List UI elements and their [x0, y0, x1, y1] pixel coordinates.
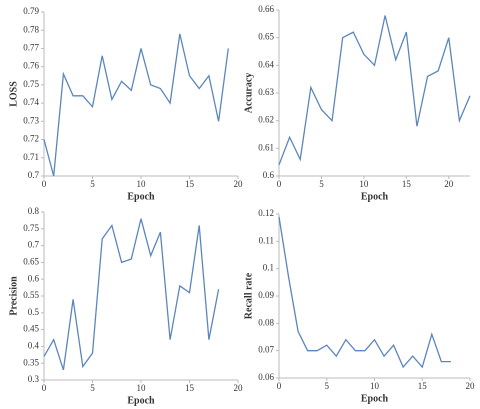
x-axis-label: Epoch [127, 191, 155, 202]
y-tick-label: 0.75 [23, 223, 39, 233]
y-tick-label: 0.07 [258, 345, 274, 355]
y-tick-label: 0.11 [259, 235, 274, 245]
y-axis-label: Precision [8, 276, 19, 316]
x-tick-label: 10 [370, 381, 380, 391]
y-tick-label: 0.55 [23, 290, 39, 300]
x-tick-label: 20 [466, 381, 476, 391]
y-tick-label: 0.09 [258, 290, 274, 300]
y-tick-label: 0.45 [23, 324, 39, 334]
y-axis-label: Accuracy [243, 73, 254, 114]
y-tick-label: 0.72 [23, 134, 39, 144]
x-tick-label: 5 [90, 179, 95, 189]
x-tick-label: 15 [185, 383, 195, 393]
y-tick-label: 0.75 [23, 79, 39, 89]
x-tick-label: 15 [185, 179, 195, 189]
y-tick-label: 0.06 [258, 372, 274, 382]
x-tick-label: 15 [402, 179, 412, 189]
line-series [278, 216, 451, 369]
y-tick-label: 0.1 [263, 263, 274, 273]
x-tick-label: 10 [137, 383, 147, 393]
y-tick-label: 0.35 [23, 357, 39, 367]
y-tick-label: 0.5 [28, 307, 40, 317]
y-tick-label: 0.62 [258, 115, 274, 125]
y-tick-label: 0.78 [23, 24, 39, 34]
y-tick-label: 0.64 [258, 59, 274, 69]
x-axis-label: Epoch [361, 393, 389, 404]
y-axis-label: Recall rate [243, 272, 254, 319]
x-tick-label: 10 [137, 179, 147, 189]
y-tick-label: 0.7 [28, 240, 40, 250]
y-tick-label: 0.6 [263, 170, 275, 180]
y-tick-label: 0.08 [258, 317, 274, 327]
line-series [43, 218, 220, 371]
y-tick-label: 0.65 [258, 32, 274, 42]
y-tick-label: 0.66 [258, 4, 274, 14]
y-tick-label: 0.3 [28, 374, 40, 384]
x-tick-label: 5 [90, 383, 95, 393]
line-series [43, 33, 229, 177]
x-tick-label: 5 [325, 381, 330, 391]
y-tick-label: 0.74 [23, 97, 39, 107]
y-tick-label: 0.76 [23, 61, 39, 71]
x-tick-label: 5 [319, 179, 324, 189]
x-tick-label: 20 [234, 383, 244, 393]
x-tick-label: 0 [42, 179, 47, 189]
y-axis-label: LOSS [8, 81, 19, 107]
x-tick-label: 20 [444, 179, 454, 189]
line-series [278, 15, 471, 166]
x-tick-label: 20 [234, 179, 244, 189]
y-tick-label: 0.4 [28, 340, 40, 350]
x-tick-label: 10 [359, 179, 369, 189]
x-axis-label: Epoch [361, 191, 389, 202]
x-tick-label: 0 [277, 179, 282, 189]
y-tick-label: 0.77 [23, 43, 39, 53]
y-tick-label: 0.7 [28, 170, 40, 180]
x-tick-label: 0 [42, 383, 47, 393]
x-axis-label: Epoch [127, 395, 155, 406]
y-tick-label: 0.73 [23, 115, 39, 125]
y-tick-label: 0.65 [23, 256, 39, 266]
x-tick-label: 15 [418, 381, 428, 391]
y-tick-label: 0.79 [23, 6, 39, 16]
y-tick-label: 0.71 [23, 152, 39, 162]
y-tick-label: 0.8 [28, 206, 40, 216]
y-tick-label: 0.6 [28, 273, 40, 283]
y-tick-label: 0.12 [258, 208, 274, 218]
y-tick-label: 0.61 [258, 142, 274, 152]
x-tick-label: 0 [277, 381, 282, 391]
y-tick-label: 0.63 [258, 87, 274, 97]
